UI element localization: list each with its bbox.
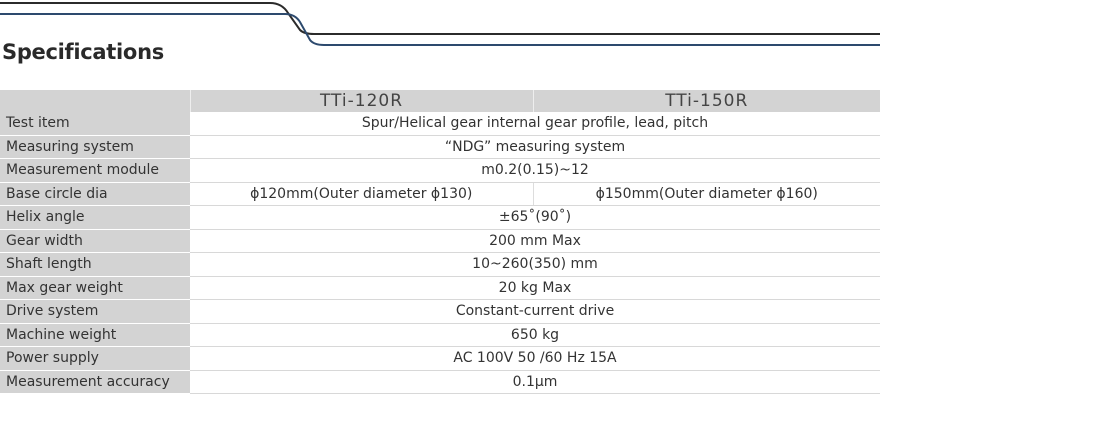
spec-value: 20 kg Max — [190, 276, 880, 300]
table-row: Machine weight 650 kg — [0, 323, 880, 347]
table-row: Base circle dia ϕ120mm(Outer diameter ϕ13… — [0, 182, 880, 206]
spec-label: Helix angle — [0, 205, 190, 230]
table-row: Drive system Constant-current drive — [0, 299, 880, 324]
spec-label: Test item — [0, 112, 190, 136]
header-row: TTi-120R TTi-150R — [0, 90, 880, 112]
spec-value: 200 mm Max — [190, 229, 880, 253]
dark-line — [0, 2, 880, 35]
spec-label: Measurement accuracy — [0, 370, 190, 394]
table-row: Measuring system “NDG” measuring system — [0, 135, 880, 159]
specifications-table: TTi-120R TTi-150R Test item Spur/Helical … — [0, 90, 880, 394]
header-decoration-lines — [0, 2, 880, 46]
spec-label: Power supply — [0, 346, 190, 371]
table-row: Helix angle ±65˚(90˚) — [0, 205, 880, 230]
model-header: TTi-120R — [189, 90, 533, 112]
spec-value: ±65˚(90˚) — [190, 205, 880, 230]
spec-value: 0.1μm — [190, 370, 880, 394]
model-header: TTi-150R — [532, 90, 880, 112]
spec-value: 650 kg — [190, 323, 880, 347]
spec-value: 10~260(350) mm — [190, 252, 880, 277]
spec-label: Shaft length — [0, 252, 190, 277]
table-row: Power supply AC 100V 50 /60 Hz 15A — [0, 346, 880, 371]
table-row: Test item Spur/Helical gear internal gear… — [0, 112, 880, 136]
table-row: Gear width 200 mm Max — [0, 229, 880, 253]
spec-value: m0.2(0.15)~12 — [190, 158, 880, 183]
spec-label: Machine weight — [0, 323, 190, 347]
spec-label: Gear width — [0, 229, 190, 253]
spec-value: Constant-current drive — [190, 299, 880, 324]
spec-label: Max gear weight — [0, 276, 190, 300]
spec-value: Spur/Helical gear internal gear profile,… — [190, 112, 880, 136]
header-blank — [0, 90, 190, 112]
table-row: Measurement accuracy 0.1μm — [0, 370, 880, 394]
spec-value: ϕ120mm(Outer diameter ϕ130) — [190, 182, 533, 206]
spec-label: Drive system — [0, 299, 190, 324]
table-row: Measurement module m0.2(0.15)~12 — [0, 158, 880, 183]
spec-value: AC 100V 50 /60 Hz 15A — [190, 346, 880, 371]
spec-label: Measuring system — [0, 135, 190, 159]
spec-value: “NDG” measuring system — [190, 135, 880, 159]
spec-label: Base circle dia — [0, 182, 190, 206]
blue-line — [0, 13, 880, 46]
spec-value: ϕ150mm(Outer diameter ϕ160) — [532, 182, 880, 206]
page-title: Specifications — [2, 40, 164, 64]
table-row: Shaft length 10~260(350) mm — [0, 252, 880, 277]
table-row: Max gear weight 20 kg Max — [0, 276, 880, 300]
spec-label: Measurement module — [0, 158, 190, 183]
